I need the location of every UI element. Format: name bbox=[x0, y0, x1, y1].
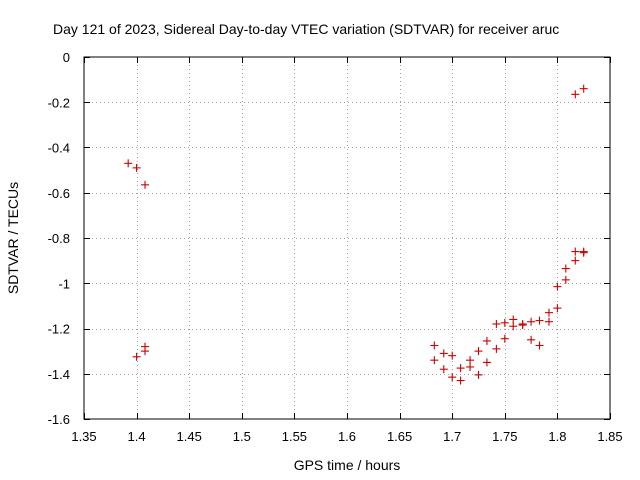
data-point bbox=[561, 264, 570, 273]
data-point bbox=[474, 370, 483, 379]
data-point bbox=[579, 247, 588, 256]
data-point bbox=[571, 90, 580, 99]
data-point bbox=[439, 365, 448, 374]
data-point bbox=[544, 317, 553, 326]
data-point bbox=[448, 351, 457, 360]
x-tick-label: 1.5 bbox=[233, 429, 251, 444]
data-point bbox=[571, 256, 580, 265]
y-tick-label: -0.8 bbox=[48, 231, 70, 246]
data-point bbox=[132, 352, 141, 361]
x-tick-label: 1.4 bbox=[128, 429, 146, 444]
data-point bbox=[553, 304, 562, 313]
y-tick-label: -0.4 bbox=[48, 141, 70, 156]
data-point bbox=[509, 322, 518, 331]
data-point bbox=[579, 84, 588, 93]
data-point bbox=[500, 334, 509, 343]
data-point bbox=[571, 247, 580, 256]
y-tick-label: 0 bbox=[63, 50, 70, 65]
data-point bbox=[141, 180, 150, 189]
data-point bbox=[544, 308, 553, 317]
data-point bbox=[482, 336, 491, 345]
data-point bbox=[518, 321, 527, 330]
x-tick-label: 1.55 bbox=[282, 429, 307, 444]
data-point bbox=[141, 342, 150, 351]
data-point bbox=[124, 159, 133, 168]
y-tick-label: -1.6 bbox=[48, 412, 70, 427]
x-tick-label: 1.35 bbox=[71, 429, 96, 444]
x-tick-label: 1.45 bbox=[177, 429, 202, 444]
grid-lines bbox=[84, 57, 610, 419]
y-tick-label: -1.2 bbox=[48, 322, 70, 337]
y-tick-label: -0.2 bbox=[48, 95, 70, 110]
data-point bbox=[527, 317, 536, 326]
data-point bbox=[492, 319, 501, 328]
data-point bbox=[456, 364, 465, 373]
x-tick-label: 1.85 bbox=[597, 429, 622, 444]
axis-ticks: 1.35 1.4 1.45 1.5 1.55 1.6 1.65 1.7 1.75 1.8 1.85 0… bbox=[48, 50, 623, 444]
y-tick-label: -1 bbox=[58, 276, 70, 291]
x-tick-label: 1.65 bbox=[387, 429, 412, 444]
data-point bbox=[492, 344, 501, 353]
data-point bbox=[430, 356, 439, 365]
x-tick-label: 1.6 bbox=[338, 429, 356, 444]
data-point bbox=[535, 316, 544, 325]
y-tick-label: -0.6 bbox=[48, 186, 70, 201]
data-point bbox=[500, 318, 509, 327]
data-point bbox=[509, 315, 518, 324]
chart-title: Day 121 of 2023, Sidereal Day-to-day VTE… bbox=[53, 21, 559, 37]
y-tick-label: -1.4 bbox=[48, 367, 70, 382]
data-point bbox=[448, 373, 457, 382]
data-point bbox=[466, 356, 475, 365]
data-point bbox=[132, 163, 141, 172]
data-point bbox=[456, 376, 465, 385]
data-point bbox=[439, 349, 448, 358]
data-point bbox=[474, 347, 483, 356]
y-axis-label: SDTVAR / TECUs bbox=[5, 182, 21, 294]
x-tick-label: 1.7 bbox=[443, 429, 461, 444]
data-point bbox=[553, 282, 562, 291]
data-point bbox=[482, 358, 491, 367]
data-point bbox=[561, 275, 570, 284]
data-point bbox=[527, 335, 536, 344]
x-tick-label: 1.75 bbox=[492, 429, 517, 444]
data-point bbox=[430, 341, 439, 350]
data-points bbox=[124, 84, 588, 385]
x-axis-label: GPS time / hours bbox=[294, 457, 401, 473]
data-point bbox=[535, 341, 544, 350]
x-tick-label: 1.8 bbox=[548, 429, 566, 444]
data-point bbox=[466, 362, 475, 371]
